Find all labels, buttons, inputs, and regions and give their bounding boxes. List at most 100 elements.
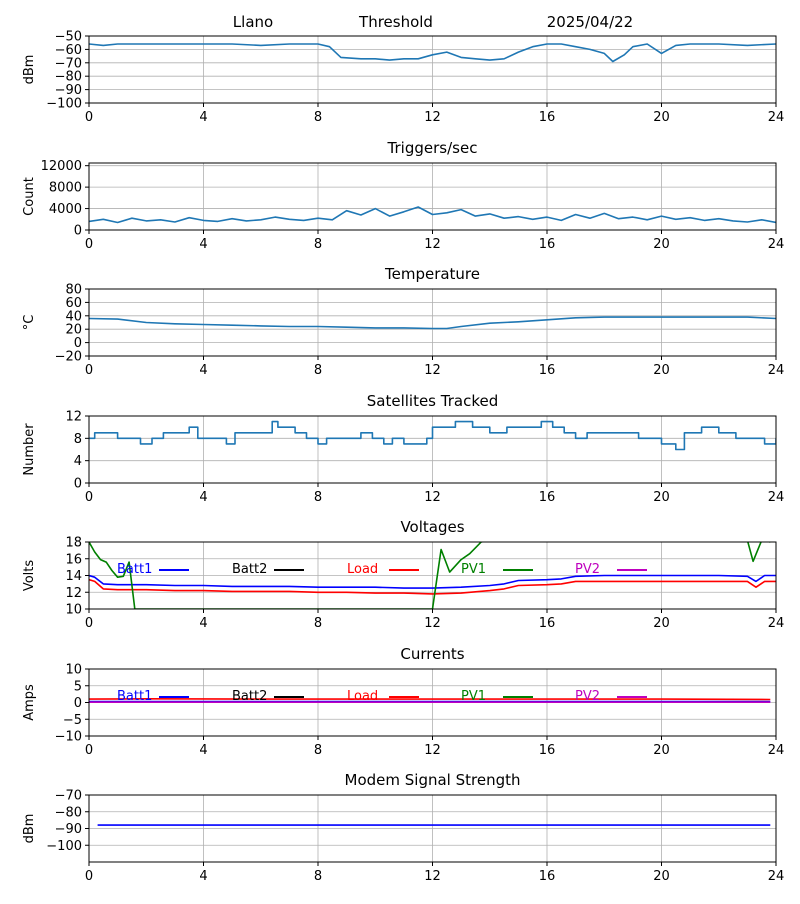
y-tick-label: −50 <box>55 30 82 45</box>
x-tick-label: 0 <box>85 237 93 252</box>
x-tick-label: 12 <box>424 869 441 884</box>
series-line-load <box>89 578 776 595</box>
x-tick-label: 4 <box>199 237 207 252</box>
series-line-pv1 <box>89 542 771 609</box>
legend-label: Batt2 <box>232 562 267 577</box>
x-tick-label: 20 <box>653 237 670 252</box>
x-tick-label: 12 <box>424 616 441 631</box>
x-tick-label: 16 <box>539 743 556 758</box>
x-tick-label: 16 <box>539 363 556 378</box>
series-group <box>89 316 776 330</box>
x-tick-label: 16 <box>539 237 556 252</box>
x-tick-label: 4 <box>199 743 207 758</box>
series-line-batt1 <box>89 574 776 589</box>
chart-title: Voltages <box>400 518 464 536</box>
y-tick-label: 4 <box>74 454 82 469</box>
chart-panel-3: 0 4 8 12 16 20 24 0 4 8 12 Satellites Tracked Number <box>22 392 784 505</box>
series-group <box>89 206 776 224</box>
x-tick-label: 4 <box>199 490 207 505</box>
y-tick-label: 0 <box>74 477 82 492</box>
x-tick-label: 8 <box>314 237 322 252</box>
x-tick-label: 0 <box>85 616 93 631</box>
y-tick-label: −70 <box>55 56 82 71</box>
legend-label: Load <box>347 562 378 577</box>
y-axis-label: Amps <box>22 684 37 721</box>
legend-label: Batt1 <box>117 689 152 704</box>
x-tick-label: 24 <box>768 363 785 378</box>
x-tick-label: 12 <box>424 363 441 378</box>
x-tick-label: 8 <box>314 743 322 758</box>
x-tick-label: 20 <box>653 743 670 758</box>
y-axis-label: dBm <box>22 814 37 844</box>
y-tick-label: 12 <box>65 410 82 425</box>
x-tick-label: 4 <box>199 616 207 631</box>
series-line-0 <box>89 43 776 63</box>
y-tick-label: −10 <box>55 730 82 745</box>
mode-label: Threshold <box>358 13 433 31</box>
chart-title: Currents <box>400 645 464 663</box>
legend-label: Load <box>347 689 378 704</box>
x-tick-label: 0 <box>85 110 93 125</box>
y-tick-label: 5 <box>74 679 82 694</box>
y-axis-label: Number <box>22 423 37 476</box>
x-tick-label: 8 <box>314 363 322 378</box>
y-tick-label: 80 <box>65 283 82 298</box>
series-group <box>89 542 776 609</box>
x-tick-label: 24 <box>768 237 785 252</box>
x-tick-label: 12 <box>424 743 441 758</box>
chart-title: Modem Signal Strength <box>345 771 521 789</box>
series-line-0 <box>89 206 776 224</box>
y-tick-label: −60 <box>55 43 82 58</box>
y-tick-label: −80 <box>55 70 82 85</box>
y-tick-label: 14 <box>65 569 82 584</box>
x-tick-label: 16 <box>539 110 556 125</box>
y-tick-label: 10 <box>65 603 82 618</box>
series-line-0 <box>89 420 776 451</box>
chart-title: Triggers/sec <box>387 139 478 157</box>
y-tick-label: −100 <box>46 97 82 112</box>
series-group <box>89 43 776 63</box>
y-tick-label: 12000 <box>41 159 82 174</box>
y-tick-label: 8 <box>74 432 82 447</box>
legend-label: PV2 <box>575 689 600 704</box>
x-tick-label: 24 <box>768 869 785 884</box>
y-axis-label: dBm <box>22 55 37 85</box>
y-tick-label: 60 <box>65 296 82 311</box>
legend-label: PV1 <box>461 689 486 704</box>
y-tick-label: −70 <box>55 789 82 804</box>
y-tick-label: −80 <box>55 805 82 820</box>
x-tick-label: 12 <box>424 237 441 252</box>
x-tick-label: 4 <box>199 110 207 125</box>
x-tick-label: 16 <box>539 616 556 631</box>
x-tick-label: 8 <box>314 110 322 125</box>
x-tick-label: 12 <box>424 490 441 505</box>
x-tick-label: 20 <box>653 363 670 378</box>
x-tick-label: 12 <box>424 110 441 125</box>
legend-label: PV1 <box>461 562 486 577</box>
x-tick-label: 8 <box>314 869 322 884</box>
chart-title: Satellites Tracked <box>367 392 498 410</box>
x-tick-label: 8 <box>314 616 322 631</box>
x-tick-label: 16 <box>539 490 556 505</box>
chart-title: Temperature <box>384 265 480 283</box>
x-tick-label: 0 <box>85 490 93 505</box>
x-tick-label: 4 <box>199 363 207 378</box>
chart-panel-0: 0 4 8 12 16 20 24 −100−90−80−70−60−50 dBm <box>22 30 784 126</box>
x-tick-label: 16 <box>539 869 556 884</box>
y-tick-label: 12 <box>65 586 82 601</box>
y-tick-label: −5 <box>63 713 82 728</box>
x-tick-label: 20 <box>653 616 670 631</box>
x-tick-label: 24 <box>768 743 785 758</box>
date-label: 2025/04/22 <box>547 13 633 31</box>
y-tick-label: −100 <box>46 839 82 854</box>
y-tick-label: 20 <box>65 323 82 338</box>
x-tick-label: 0 <box>85 743 93 758</box>
series-line-load <box>89 698 771 701</box>
y-tick-label: 40 <box>65 309 82 324</box>
y-tick-label: 4000 <box>49 202 82 217</box>
x-tick-label: 0 <box>85 869 93 884</box>
y-tick-label: 10 <box>65 663 82 678</box>
